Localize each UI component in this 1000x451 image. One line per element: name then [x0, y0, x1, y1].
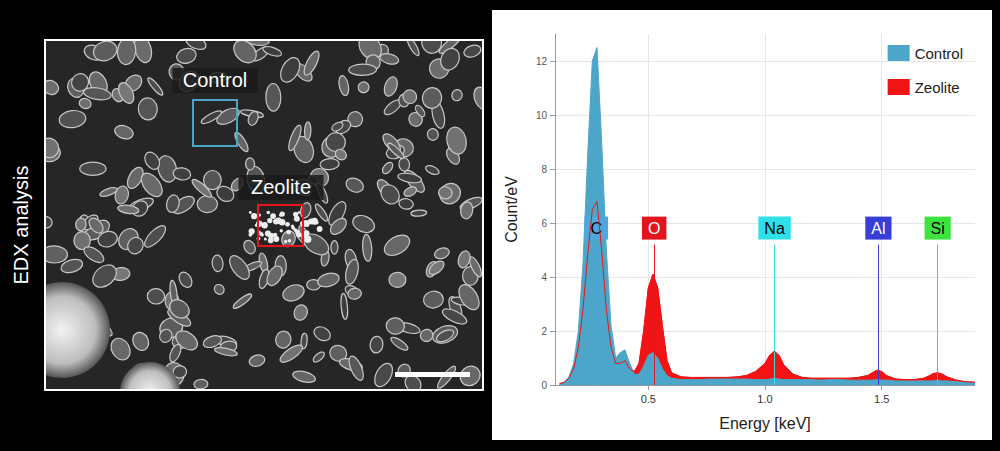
svg-text:8: 8	[541, 164, 547, 175]
svg-text:10: 10	[536, 110, 548, 121]
svg-text:2: 2	[541, 326, 547, 337]
svg-text:Al: Al	[871, 220, 885, 237]
svg-text:O: O	[648, 220, 660, 237]
svg-text:0: 0	[541, 380, 547, 391]
svg-text:Si: Si	[931, 220, 945, 237]
svg-text:Zeolite: Zeolite	[251, 176, 311, 198]
svg-text:Energy [keV]: Energy [keV]	[719, 415, 811, 432]
svg-text:4: 4	[541, 272, 547, 283]
svg-text:Control: Control	[915, 45, 963, 62]
svg-text:Count/eV: Count/eV	[503, 176, 520, 243]
svg-text:Na: Na	[764, 220, 785, 237]
svg-text:12: 12	[536, 56, 548, 67]
svg-text:C: C	[590, 220, 603, 238]
svg-text:1.0: 1.0	[757, 393, 772, 405]
svg-text:Zeolite: Zeolite	[915, 79, 960, 96]
svg-text:0.5: 0.5	[641, 393, 656, 405]
svg-text:1.5: 1.5	[874, 393, 889, 405]
svg-text:EDX analysis: EDX analysis	[10, 166, 32, 285]
svg-text:6: 6	[541, 218, 547, 229]
svg-text:Control: Control	[183, 69, 247, 91]
